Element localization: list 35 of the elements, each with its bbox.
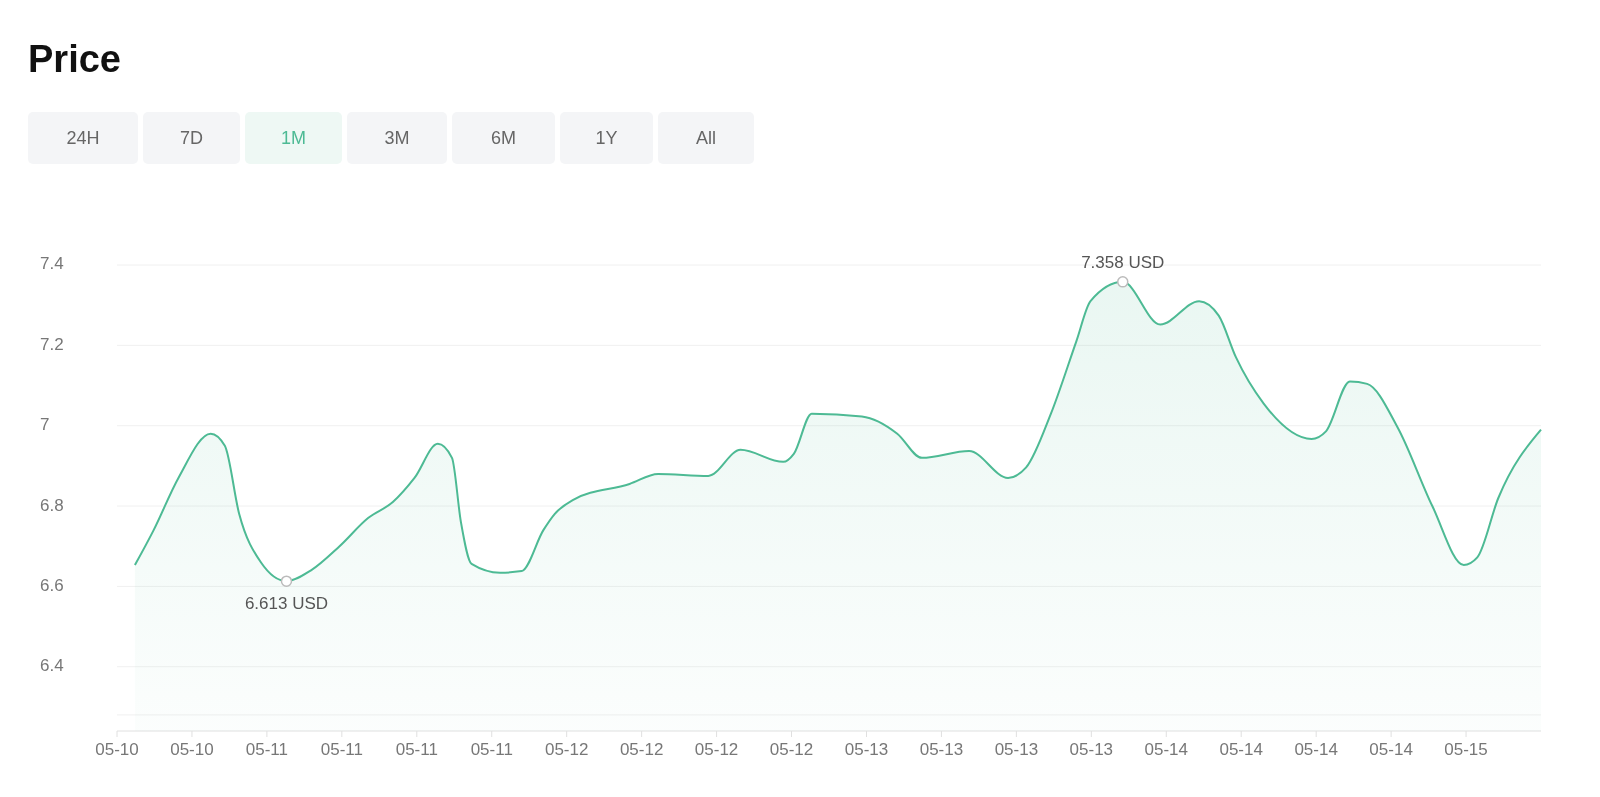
x-tick-label: 05-10 — [95, 740, 139, 759]
x-tick-label: 05-14 — [1144, 740, 1189, 759]
x-tick-label: 05-12 — [544, 740, 589, 759]
range-button: 3M — [347, 112, 447, 164]
x-tick-label: 05-15 — [1444, 740, 1488, 759]
x-tick-label: 05-13 — [994, 740, 1039, 759]
x-tick-label: 05-13 — [1069, 740, 1114, 759]
annotation: 6.613 USD — [244, 594, 329, 614]
range-button: 24H — [28, 112, 138, 164]
x-tick-label: 05-14 — [1219, 740, 1263, 759]
range-button: 1Y — [560, 112, 653, 164]
range-button: 6M — [452, 112, 555, 164]
y-tick-label: 6.8 — [40, 495, 64, 515]
x-tick-label: 05-12 — [694, 740, 739, 759]
y-tick-label: 7.4 — [40, 254, 64, 274]
x-tick-label: 05-12 — [769, 740, 814, 759]
y-tick-label: 7 — [40, 415, 50, 435]
y-tick-label: 6.4 — [40, 656, 64, 676]
x-tick-label: 05-13 — [844, 740, 889, 759]
y-tick-label: 7.2 — [40, 334, 64, 354]
x-tick-label: 05-14 — [1294, 740, 1338, 759]
x-tick-label: 05-11 — [470, 740, 513, 759]
x-tick-label: 05-11 — [320, 740, 363, 759]
y-tick-label: 6.6 — [40, 575, 64, 595]
x-tick-label: 05-10 — [170, 740, 214, 759]
annotation: 7.358 USD — [1081, 252, 1165, 272]
x-tick-label: 05-11 — [245, 740, 288, 759]
x-tick-label: 05-11 — [395, 740, 438, 759]
range-button: 7D — [143, 112, 240, 164]
chart-title: Price — [28, 38, 121, 80]
range-button: All — [658, 112, 754, 164]
x-tick-label: 05-14 — [1369, 740, 1413, 759]
x-tick-label: 05-12 — [619, 740, 664, 759]
x-tick-label: 05-13 — [919, 740, 964, 759]
range-button: 1M — [245, 112, 342, 164]
